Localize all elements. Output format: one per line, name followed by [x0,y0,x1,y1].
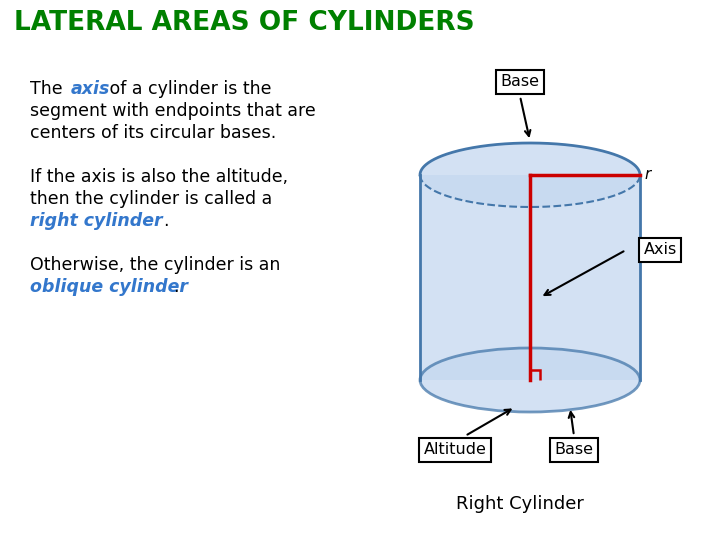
Text: Base: Base [500,75,539,90]
Text: .: . [163,212,168,230]
Text: then the cylinder is called a: then the cylinder is called a [30,190,272,208]
Text: Altitude: Altitude [423,442,487,457]
Text: axis: axis [71,80,110,98]
Text: Axis: Axis [644,242,677,258]
Text: .: . [173,278,179,296]
Ellipse shape [420,143,640,207]
Text: Right Cylinder: Right Cylinder [456,495,584,513]
Text: The: The [30,80,68,98]
Text: centers of its circular bases.: centers of its circular bases. [30,124,276,142]
Text: right cylinder: right cylinder [30,212,163,230]
Text: r: r [644,167,650,182]
Ellipse shape [420,348,640,412]
Text: LATERAL AREAS OF CYLINDERS: LATERAL AREAS OF CYLINDERS [14,10,474,36]
Text: of a cylinder is the: of a cylinder is the [104,80,271,98]
Text: If the axis is also the altitude,: If the axis is also the altitude, [30,168,288,186]
Text: oblique cylinder: oblique cylinder [30,278,188,296]
Text: Base: Base [554,442,593,457]
Text: segment with endpoints that are: segment with endpoints that are [30,102,316,120]
Text: Otherwise, the cylinder is an: Otherwise, the cylinder is an [30,256,280,274]
Polygon shape [420,175,640,380]
